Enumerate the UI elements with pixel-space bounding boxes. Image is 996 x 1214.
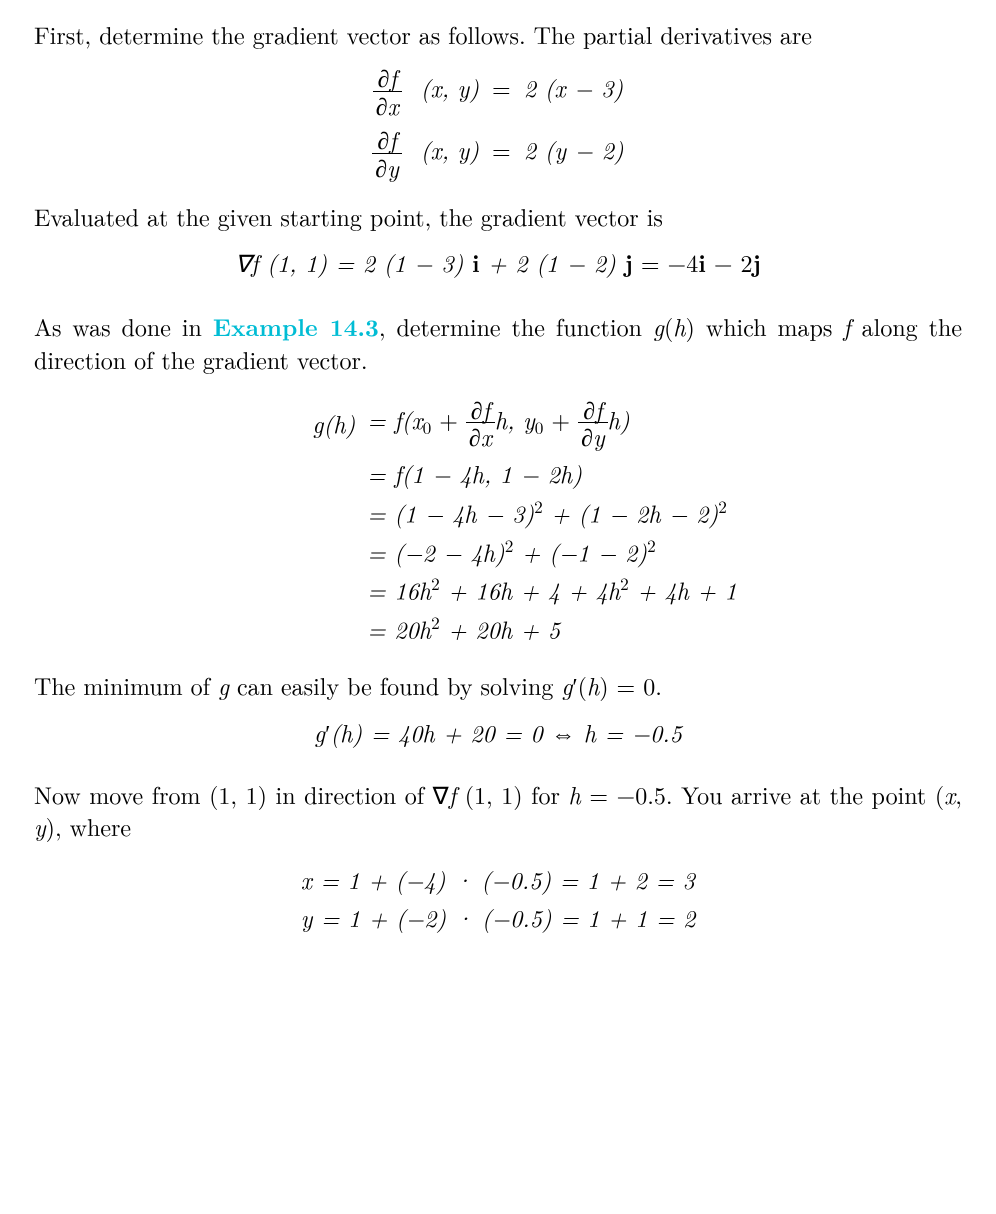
equation-final-point: x = 1 + (−4) · (−0.5) = 1 + 2 = 3 y = 1 … xyxy=(34,857,962,940)
paragraph-minimum: The minimum of g can easily be found by … xyxy=(34,669,962,701)
equation-gprime: g′(h) = 40h + 20 = 0 ⇔ h = −0.5 xyxy=(34,716,962,748)
paragraph-example-ref: As was done in Example 14.3, determine t… xyxy=(34,310,962,376)
equation-gh-derivation: g(h) = f(x0 + ∂f∂xh, y0 + ∂f∂yh) = f(1 −… xyxy=(34,390,962,652)
equation-partial-derivatives: ∂f ∂x (x, y) = 2 (x − 3) ∂f ∂y (x, y) = … xyxy=(34,64,962,182)
equation-gradient-value: ∇f (1, 1) = 2 (1 − 3) i + 2 (1 − 2) j = … xyxy=(34,246,962,279)
paragraph-move: Now move from (1, 1) in direction of ∇f … xyxy=(34,778,962,843)
paragraph-evaluated: Evaluated at the given starting point, t… xyxy=(34,200,962,232)
example-link[interactable]: Example 14.3 xyxy=(213,310,379,344)
paragraph-intro: First, determine the gradient vector as … xyxy=(34,18,962,50)
